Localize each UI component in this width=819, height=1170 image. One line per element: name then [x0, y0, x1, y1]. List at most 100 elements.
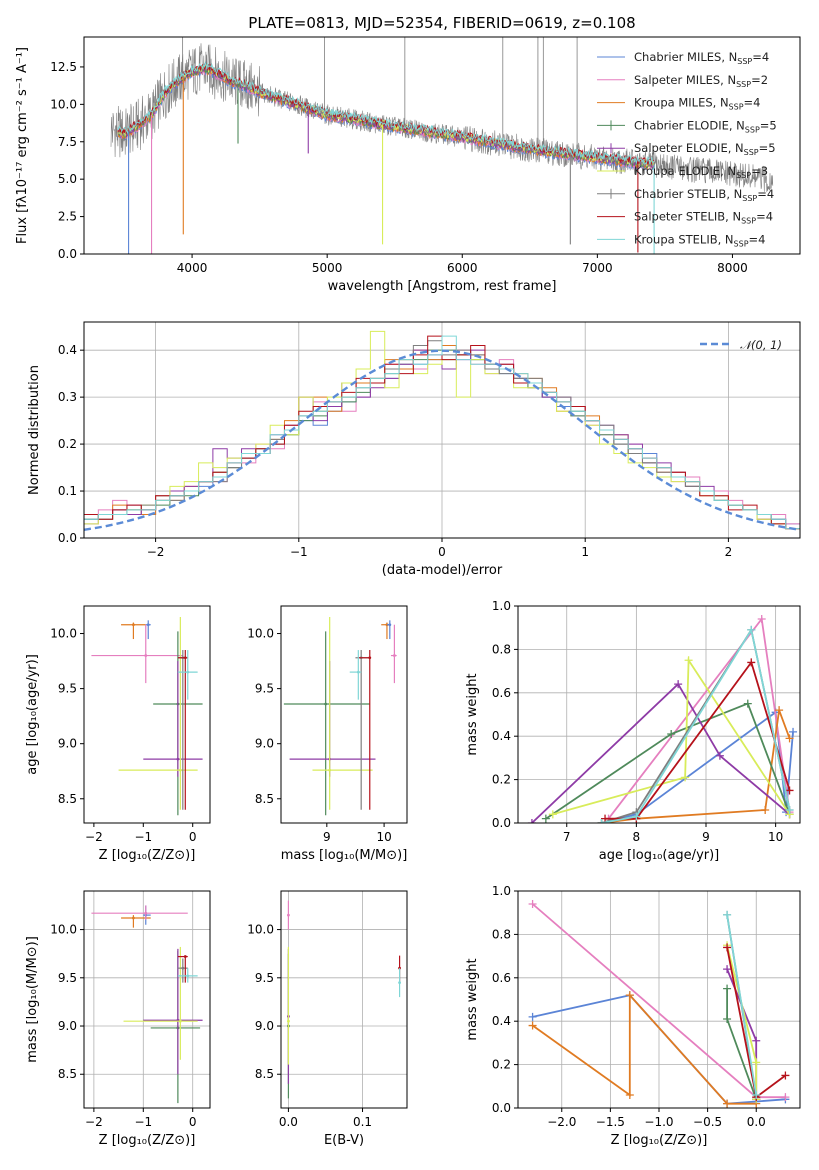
x-tick-label: 2	[725, 545, 733, 559]
weight-marker	[528, 900, 537, 909]
x-tick-label: 8000	[717, 261, 748, 275]
data-point	[176, 757, 180, 761]
weight-marker	[674, 680, 683, 689]
spectrum-lines	[110, 37, 774, 254]
histogram-kroupa-stelib	[84, 335, 800, 530]
weight-line-kroupa-miles	[532, 992, 757, 1105]
weight-marker	[785, 805, 794, 814]
y-tick-label: 1.0	[492, 599, 511, 613]
y-tick-label: 9.5	[58, 971, 77, 985]
weight-line-salpeter-elodie	[726, 968, 758, 1100]
legend-label: Chabrier ELODIE, NSSP=5	[634, 118, 777, 134]
y-tick-label: 0.3	[58, 390, 77, 404]
data-point	[398, 981, 401, 985]
weight-vs-z-panel: −2.0 −1.5 −1.0 −0.5 0.0 0.0 0.2 0.4 0.6 0.8 1.0 Z […	[465, 884, 801, 1148]
y-axis-label: mass weight	[465, 958, 480, 1040]
y-tick-label: 0.0	[492, 1101, 511, 1115]
axes-frame	[83, 890, 211, 1109]
weight-marker	[723, 910, 732, 919]
y-tick-label: 0.4	[492, 1014, 511, 1028]
data-point	[132, 623, 135, 627]
data-point	[368, 656, 372, 660]
axes-frame	[83, 36, 801, 255]
weight-marker	[625, 991, 634, 1000]
legend-label: Kroupa ELODIE, NSSP=3	[634, 164, 768, 180]
weight-marker	[747, 625, 756, 634]
x-tick-label: 0	[438, 545, 446, 559]
y-tick-label: 8.5	[58, 792, 77, 806]
data-point	[178, 1019, 182, 1023]
x-axis-label: Z [log₁₀(Z/Z⊙)]	[99, 1133, 196, 1148]
model-spectrum-kroupa-stelib	[117, 61, 655, 165]
legend-label: Chabrier STELIB, NSSP=4	[634, 187, 774, 203]
weight-marker	[775, 706, 784, 715]
y-tick-label: 0.4	[58, 343, 77, 357]
x-tick-label: 10	[376, 830, 391, 844]
y-tick-label: 9.5	[58, 682, 77, 696]
x-tick-label: −2.0	[547, 1115, 576, 1129]
panels: 4000 5000 6000 7000 80000.02.55.07.510.012.5…	[15, 36, 801, 1148]
weight-marker	[625, 1090, 634, 1099]
x-tick-label: −1	[290, 545, 308, 559]
data-point	[287, 913, 290, 917]
spectrum-legend: Chabrier MILES, NSSP=4 Salpeter MILES, NS…	[597, 50, 777, 248]
x-tick-label: 0	[189, 830, 197, 844]
data-point	[144, 654, 148, 657]
figure-title: PLATE=0813, MJD=52354, FIBERID=0619, z=0…	[248, 14, 635, 32]
weight-marker	[715, 751, 724, 760]
x-tick-label: 0.0	[279, 1115, 298, 1129]
weight-marker	[601, 814, 610, 823]
spectrum-panel: 4000 5000 6000 7000 8000 0.0 2.5 5.0 7.5 10.0 12.5…	[15, 36, 801, 294]
weight-marker	[632, 812, 641, 821]
y-tick-label: 9.0	[255, 737, 274, 751]
y-tick-label: 0.6	[492, 686, 511, 700]
x-tick-label: 9	[702, 830, 710, 844]
data-point	[181, 966, 185, 970]
legend-label: Salpeter ELODIE, NSSP=5	[634, 141, 776, 157]
y-tick-label: 0.2	[58, 437, 77, 451]
data-point	[186, 670, 190, 674]
weight-marker	[757, 615, 766, 624]
x-tick-label: 0.0	[747, 1115, 766, 1129]
y-tick-label: 0.0	[58, 247, 77, 261]
weight-marker	[785, 786, 794, 795]
legend-label: Salpeter MILES, NSSP=2	[634, 73, 768, 89]
y-tick-label: 10.0	[50, 627, 77, 641]
data-point	[398, 966, 401, 970]
x-axis-label: Z [log₁₀(Z/Z⊙)]	[611, 1133, 708, 1148]
x-tick-label: −0.5	[693, 1115, 722, 1129]
data-point	[388, 623, 392, 627]
weight-marker	[528, 1021, 537, 1030]
x-tick-label: 6000	[447, 261, 478, 275]
y-tick-label: 10.0	[247, 627, 274, 641]
x-tick-label: 0.1	[353, 1115, 372, 1129]
weight-line-salpeter-elodie	[531, 682, 791, 823]
y-tick-label: 0.2	[492, 1058, 511, 1072]
y-tick-label: 8.5	[255, 1067, 274, 1081]
weight-marker	[752, 1036, 761, 1045]
y-tick-label: 0.8	[492, 642, 511, 656]
y-tick-label: 10.0	[50, 923, 77, 937]
y-tick-label: 1.0	[492, 884, 511, 898]
y-tick-label: 12.5	[50, 60, 77, 74]
x-tick-label: 8	[633, 830, 641, 844]
weight-marker	[781, 1093, 790, 1102]
y-axis-label: Normed distribution	[27, 365, 42, 495]
y-tick-label: 9.0	[58, 1019, 77, 1033]
x-tick-label: 7	[563, 830, 571, 844]
weight-marker	[785, 734, 794, 743]
data-point	[328, 768, 332, 772]
weight-marker	[723, 965, 732, 974]
x-axis-label: age [log₁₀(age/yr)]	[599, 848, 720, 863]
x-tick-label: −1.5	[596, 1115, 625, 1129]
weight-marker	[723, 943, 732, 952]
axes-frame	[83, 321, 801, 539]
y-tick-label: 5.0	[58, 172, 77, 186]
weight-line-kroupa-miles	[601, 709, 791, 823]
axes-frame	[517, 605, 801, 824]
x-tick-label: 1	[581, 545, 589, 559]
residuals-panel: −2 −1 0 1 2 0.0 0.1 0.2 0.3 0.4 (data-model)/error…	[27, 321, 801, 578]
weight-marker	[789, 727, 798, 736]
y-tick-label: 8.5	[255, 792, 274, 806]
y-tick-label: 0.8	[492, 927, 511, 941]
